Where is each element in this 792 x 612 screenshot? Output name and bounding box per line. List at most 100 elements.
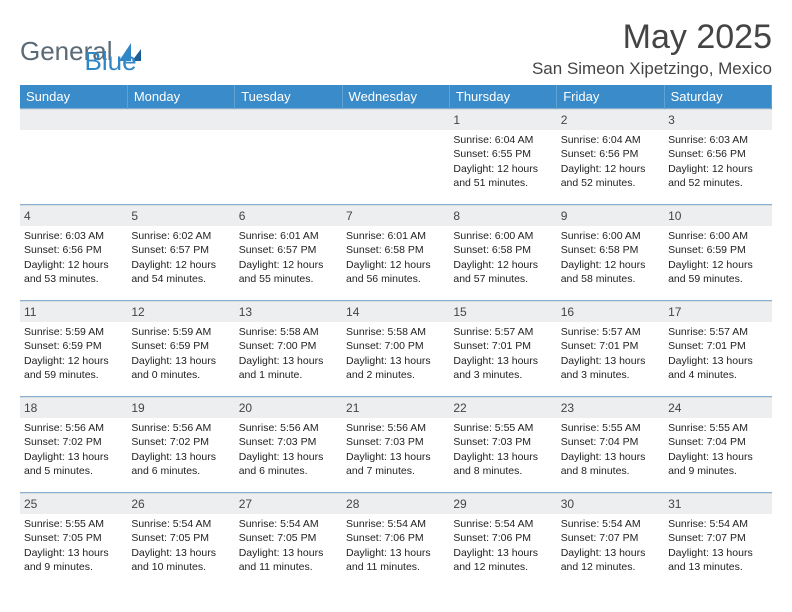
day-number: 10 xyxy=(664,205,771,226)
day-number: 3 xyxy=(664,109,771,130)
title-block: May 2025 San Simeon Xipetzingo, Mexico xyxy=(532,18,772,79)
calendar-body: 1Sunrise: 6:04 AMSunset: 6:55 PMDaylight… xyxy=(20,109,772,589)
day-details: Sunrise: 6:03 AMSunset: 6:56 PMDaylight:… xyxy=(668,133,767,190)
daylight-line: Daylight: 12 hours and 52 minutes. xyxy=(561,162,660,190)
daylight-line: Daylight: 13 hours and 2 minutes. xyxy=(346,354,445,382)
day-header: Tuesday xyxy=(235,85,342,109)
day-details: Sunrise: 5:56 AMSunset: 7:02 PMDaylight:… xyxy=(24,421,123,478)
sunset-line: Sunset: 7:07 PM xyxy=(668,531,767,545)
sunrise-line: Sunrise: 5:56 AM xyxy=(346,421,445,435)
sunset-line: Sunset: 6:59 PM xyxy=(668,243,767,257)
day-header: Saturday xyxy=(664,85,771,109)
sunset-line: Sunset: 7:06 PM xyxy=(453,531,552,545)
sunrise-line: Sunrise: 6:02 AM xyxy=(131,229,230,243)
daylight-line: Daylight: 13 hours and 11 minutes. xyxy=(239,546,338,574)
day-number: 7 xyxy=(342,205,449,226)
daylight-line: Daylight: 12 hours and 55 minutes. xyxy=(239,258,338,286)
day-number: 25 xyxy=(20,493,127,514)
brand-text-2: Blue xyxy=(85,46,137,76)
calendar-cell: 30 Sunrise: 5:54 AMSunset: 7:07 PMDayligh… xyxy=(557,493,664,589)
calendar-cell: 13Sunrise: 5:58 AMSunset: 7:00 PMDayligh… xyxy=(235,301,342,397)
sunrise-line: Sunrise: 6:01 AM xyxy=(239,229,338,243)
sunrise-line: Sunrise: 6:03 AM xyxy=(24,229,123,243)
sunset-line: Sunset: 6:58 PM xyxy=(346,243,445,257)
calendar-cell: 17Sunrise: 5:57 AMSunset: 7:01 PMDayligh… xyxy=(664,301,771,397)
daylight-line: Daylight: 12 hours and 52 minutes. xyxy=(668,162,767,190)
sunrise-line: Sunrise: 6:00 AM xyxy=(561,229,660,243)
sunset-line: Sunset: 7:00 PM xyxy=(239,339,338,353)
day-details: Sunrise: 6:02 AMSunset: 6:57 PMDaylight:… xyxy=(131,229,230,286)
sunrise-line: Sunrise: 5:54 AM xyxy=(561,517,660,531)
daylight-line: Daylight: 12 hours and 51 minutes. xyxy=(453,162,552,190)
sunset-line: Sunset: 7:02 PM xyxy=(131,435,230,449)
calendar-cell: 11Sunrise: 5:59 AMSunset: 6:59 PMDayligh… xyxy=(20,301,127,397)
sunrise-line: Sunrise: 6:00 AM xyxy=(668,229,767,243)
sunset-line: Sunset: 7:07 PM xyxy=(561,531,660,545)
sunrise-line: Sunrise: 5:54 AM xyxy=(131,517,230,531)
daylight-line: Daylight: 12 hours and 59 minutes. xyxy=(24,354,123,382)
calendar-table: SundayMondayTuesdayWednesdayThursdayFrid… xyxy=(20,85,772,589)
calendar-cell: 18 Sunrise: 5:56 AMSunset: 7:02 PMDayligh… xyxy=(20,397,127,493)
day-number: 24 xyxy=(664,397,771,418)
calendar-week-row: 1Sunrise: 6:04 AMSunset: 6:55 PMDaylight… xyxy=(20,109,772,205)
sunrise-line: Sunrise: 5:54 AM xyxy=(453,517,552,531)
calendar-cell: 5Sunrise: 6:02 AMSunset: 6:57 PMDaylight… xyxy=(127,205,234,301)
sunset-line: Sunset: 7:03 PM xyxy=(346,435,445,449)
day-details: Sunrise: 5:58 AMSunset: 7:00 PMDaylight:… xyxy=(239,325,338,382)
calendar-week-row: 25Sunrise: 5:55 AMSunset: 7:05 PMDayligh… xyxy=(20,493,772,589)
sunrise-line: Sunrise: 5:57 AM xyxy=(561,325,660,339)
daylight-line: Daylight: 13 hours and 7 minutes. xyxy=(346,450,445,478)
sunset-line: Sunset: 6:56 PM xyxy=(668,147,767,161)
day-number: 9 xyxy=(557,205,664,226)
day-header: Sunday xyxy=(20,85,127,109)
calendar-cell: 22Sunrise: 5:55 AMSunset: 7:03 PMDayligh… xyxy=(449,397,556,493)
day-details: Sunrise: 5:59 AMSunset: 6:59 PMDaylight:… xyxy=(131,325,230,382)
daylight-line: Daylight: 12 hours and 56 minutes. xyxy=(346,258,445,286)
sunset-line: Sunset: 7:05 PM xyxy=(24,531,123,545)
day-header: Thursday xyxy=(449,85,556,109)
day-number: 18 xyxy=(20,397,127,418)
day-details: Sunrise: 5:57 AMSunset: 7:01 PMDaylight:… xyxy=(453,325,552,382)
day-number xyxy=(20,109,127,130)
calendar-week-row: 18Sunrise: 5:56 AMSunset: 7:02 PMDayligh… xyxy=(20,397,772,493)
calendar-cell: 28Sunrise: 5:54 AMSunset: 7:06 PMDayligh… xyxy=(342,493,449,589)
calendar-cell: 27Sunrise: 5:54 AMSunset: 7:05 PMDayligh… xyxy=(235,493,342,589)
calendar-cell: 21Sunrise: 5:56 AMSunset: 7:03 PMDayligh… xyxy=(342,397,449,493)
sunset-line: Sunset: 6:57 PM xyxy=(239,243,338,257)
calendar-cell: 6 Sunrise: 6:01 AMSunset: 6:57 PMDaylight… xyxy=(235,205,342,301)
day-details: Sunrise: 5:56 AMSunset: 7:02 PMDaylight:… xyxy=(131,421,230,478)
page-title: May 2025 xyxy=(532,18,772,57)
sunset-line: Sunset: 6:59 PM xyxy=(131,339,230,353)
calendar-cell: 31Sunrise: 5:54 AMSunset: 7:07 PMDayligh… xyxy=(664,493,771,589)
day-number: 19 xyxy=(127,397,234,418)
day-number: 27 xyxy=(235,493,342,514)
day-details: Sunrise: 5:57 AMSunset: 7:01 PMDaylight:… xyxy=(561,325,660,382)
header: General Blue May 2025 San Simeon Xipetzi… xyxy=(20,18,772,79)
sunrise-line: Sunrise: 5:54 AM xyxy=(346,517,445,531)
day-details: Sunrise: 5:54 AMSunset: 7:07 PMDaylight:… xyxy=(561,517,660,574)
calendar-cell: 14Sunrise: 5:58 AMSunset: 7:00 PMDayligh… xyxy=(342,301,449,397)
day-number: 15 xyxy=(449,301,556,322)
sunset-line: Sunset: 7:04 PM xyxy=(561,435,660,449)
daylight-line: Daylight: 13 hours and 5 minutes. xyxy=(24,450,123,478)
day-details: Sunrise: 5:54 AMSunset: 7:07 PMDaylight:… xyxy=(668,517,767,574)
daylight-line: Daylight: 13 hours and 4 minutes. xyxy=(668,354,767,382)
sunset-line: Sunset: 7:06 PM xyxy=(346,531,445,545)
sunrise-line: Sunrise: 5:58 AM xyxy=(239,325,338,339)
calendar-week-row: 4Sunrise: 6:03 AMSunset: 6:56 PMDaylight… xyxy=(20,205,772,301)
sunrise-line: Sunrise: 5:57 AM xyxy=(668,325,767,339)
sunset-line: Sunset: 7:03 PM xyxy=(239,435,338,449)
sunrise-line: Sunrise: 5:55 AM xyxy=(561,421,660,435)
sunset-line: Sunset: 6:58 PM xyxy=(561,243,660,257)
day-number: 30 xyxy=(557,493,664,514)
day-number: 14 xyxy=(342,301,449,322)
day-header: Wednesday xyxy=(342,85,449,109)
daylight-line: Daylight: 12 hours and 59 minutes. xyxy=(668,258,767,286)
daylight-line: Daylight: 13 hours and 6 minutes. xyxy=(131,450,230,478)
sunset-line: Sunset: 7:03 PM xyxy=(453,435,552,449)
day-details: Sunrise: 5:59 AMSunset: 6:59 PMDaylight:… xyxy=(24,325,123,382)
sunrise-line: Sunrise: 6:04 AM xyxy=(453,133,552,147)
day-number: 6 xyxy=(235,205,342,226)
calendar-cell: 26Sunrise: 5:54 AMSunset: 7:05 PMDayligh… xyxy=(127,493,234,589)
sunset-line: Sunset: 6:59 PM xyxy=(24,339,123,353)
